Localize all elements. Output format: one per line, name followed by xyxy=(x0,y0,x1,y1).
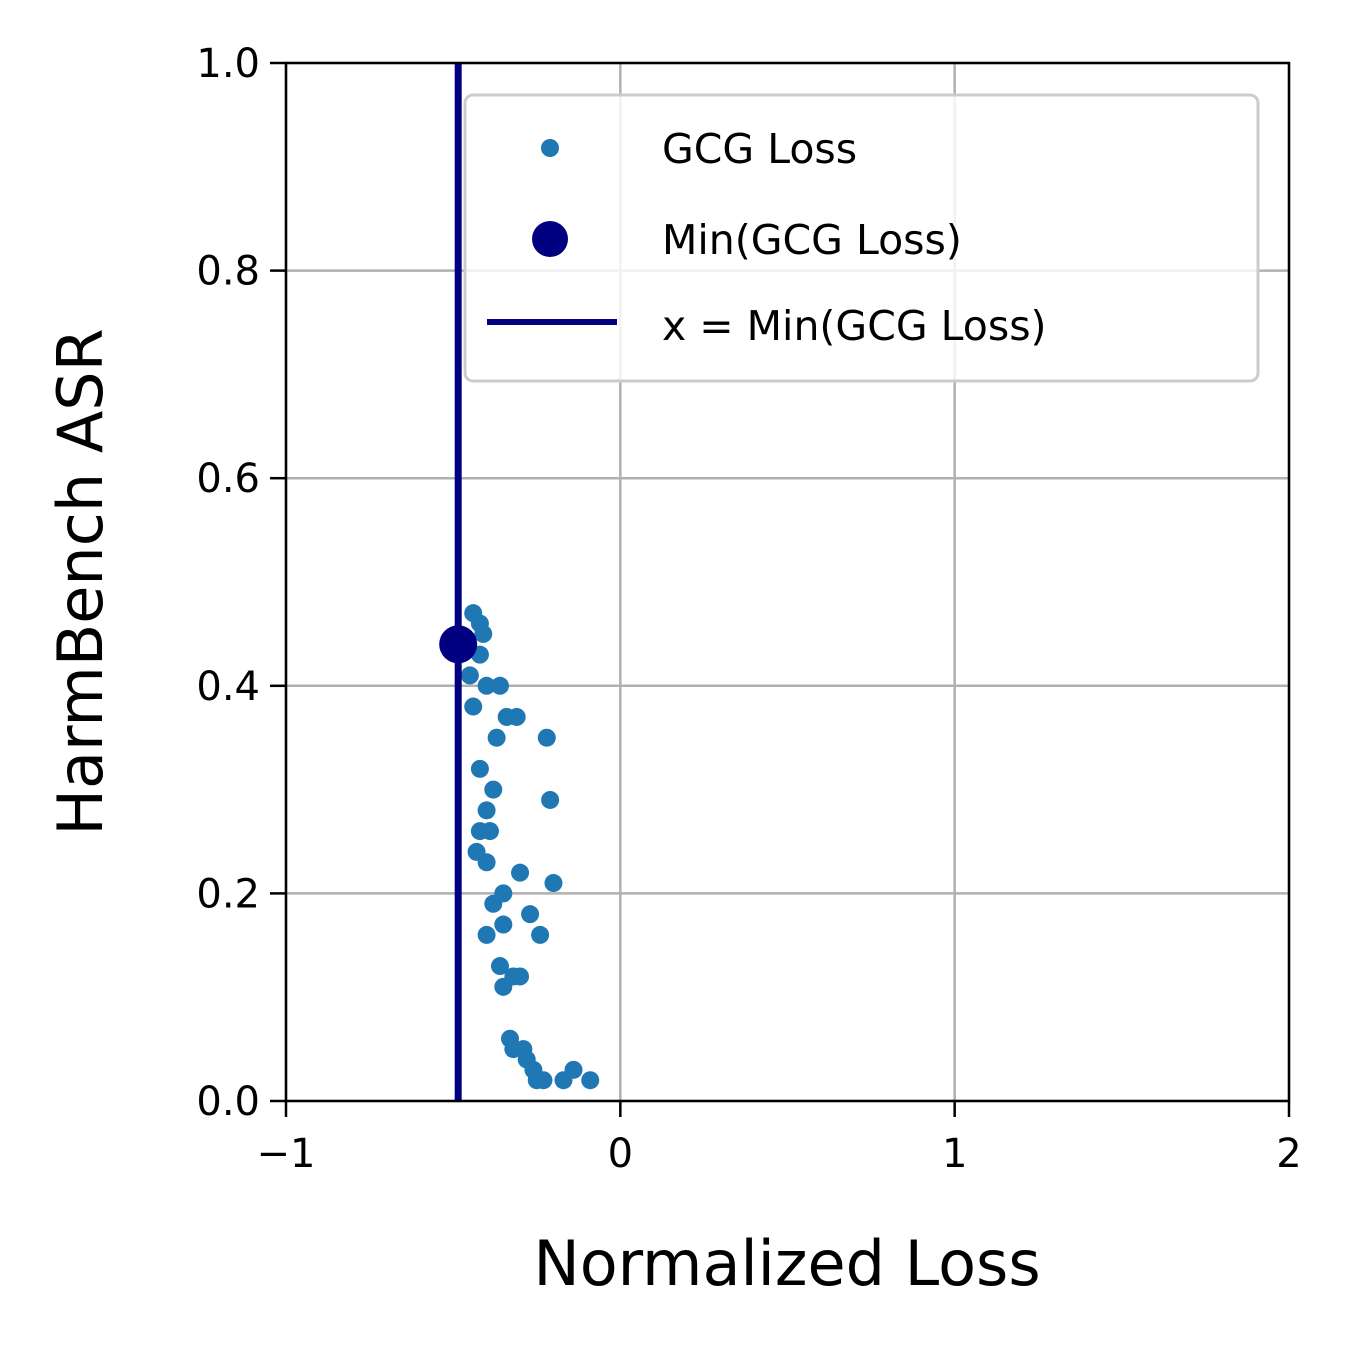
plot-frame xyxy=(284,61,1291,1103)
x-tick-label: 2 xyxy=(1276,1131,1301,1177)
legend-frame xyxy=(463,93,1260,383)
gcg-loss-point xyxy=(564,1060,583,1079)
gcg-loss-point xyxy=(487,728,506,747)
y-tick-label: 0.4 xyxy=(196,664,260,710)
gcg-loss-point xyxy=(490,957,509,976)
gcg-loss-point xyxy=(477,676,496,695)
gcg-loss-point xyxy=(490,676,509,695)
gcg-loss-point xyxy=(494,915,513,934)
legend-min-loss-marker xyxy=(532,221,568,257)
gcg-loss-point xyxy=(477,853,496,872)
gcg-loss-point xyxy=(537,728,556,747)
legend-gcg-loss-label: GCG Loss xyxy=(662,125,857,173)
y-tick-label: 0.2 xyxy=(196,871,260,917)
gcg-loss-point xyxy=(480,822,499,841)
gcg-loss-point xyxy=(494,977,513,996)
gcg-loss-point xyxy=(521,905,540,924)
legend-min-loss-label: Min(GCG Loss) xyxy=(662,216,962,264)
gcg-loss-point xyxy=(507,707,526,726)
x-axis-label: Normalized Loss xyxy=(533,1227,1040,1300)
gcg-loss-point xyxy=(474,624,493,643)
gcg-loss-point xyxy=(477,801,496,820)
y-tick-label: 1.0 xyxy=(196,41,260,87)
gcg-loss-point xyxy=(544,874,563,893)
gcg-loss-point xyxy=(464,697,483,716)
gcg-loss-point xyxy=(484,894,503,913)
gcg-loss-point xyxy=(477,925,496,944)
y-axis-label: HarmBench ASR xyxy=(44,328,117,835)
gcg-loss-point xyxy=(460,666,479,685)
gcg-loss-point xyxy=(581,1071,600,1090)
legend: GCG Loss Min(GCG Loss) x = Min(GCG Loss) xyxy=(463,93,1260,383)
min-loss-point xyxy=(439,625,478,664)
gcg-loss-point xyxy=(511,863,530,882)
y-tick-label: 0.6 xyxy=(196,456,260,502)
gcg-loss-point xyxy=(534,1071,553,1090)
x-tick-label: 1 xyxy=(942,1131,967,1177)
gcg-loss-point xyxy=(541,790,560,809)
y-tick-label: 0.0 xyxy=(196,1079,260,1125)
gcg-loss-point xyxy=(531,925,550,944)
gcg-loss-point xyxy=(511,967,530,986)
gcg-loss-point xyxy=(484,780,503,799)
gcg-loss-point xyxy=(470,759,489,778)
series xyxy=(439,63,600,1101)
x-tick-label: 0 xyxy=(608,1131,633,1177)
y-tick-label: 0.8 xyxy=(196,249,260,295)
legend-gcg-loss-marker xyxy=(541,139,559,157)
x-tick-label: −1 xyxy=(257,1131,316,1177)
axis-ticks: −1 0 1 2 0.0 0.2 0.4 0.6 0.8 1.0 xyxy=(196,41,1301,1177)
legend-vline-label: x = Min(GCG Loss) xyxy=(662,302,1047,350)
